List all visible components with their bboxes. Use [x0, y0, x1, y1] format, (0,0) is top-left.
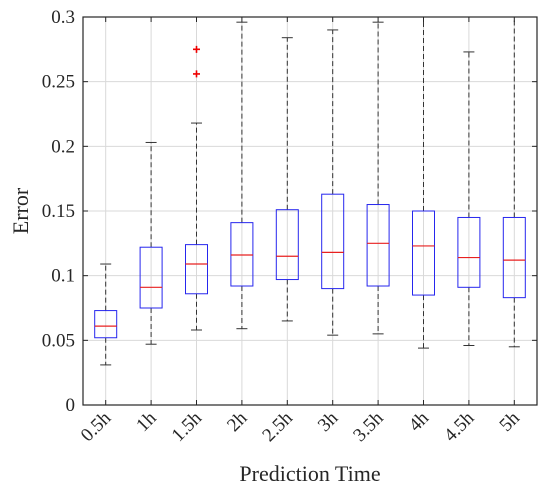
box-iqr [502, 216, 526, 299]
x-tick-label: 4.5h [440, 407, 479, 446]
y-tick-label: 0.1 [51, 266, 75, 287]
box-2.5h [275, 37, 299, 322]
box-iqr [412, 210, 435, 296]
box-iqr [185, 244, 208, 295]
x-tick-label: 2h [223, 407, 252, 436]
x-tick-label: 1h [132, 407, 161, 436]
box-3h [321, 29, 345, 336]
x-tick-label: 5h [496, 407, 525, 436]
y-tick-label: 0.05 [42, 330, 75, 351]
box-iqr [230, 222, 254, 287]
x-tick-label: 3.5h [349, 407, 388, 446]
y-tick-label: 0 [66, 395, 76, 416]
box-iqr [321, 193, 345, 290]
outlier-marker [193, 45, 200, 53]
box-iqr [94, 310, 118, 339]
box-iqr [366, 204, 390, 287]
x-tick-label: 4h [405, 407, 434, 436]
box-1h [139, 141, 163, 345]
x-tick-label: 1.5h [168, 407, 207, 446]
axis-ticks: 0 0.05 0.1 0.15 0.2 0.25 0.3 0.5h 1h 1.5h 2h 2.5h 3h… [42, 7, 537, 446]
box-3.5h [366, 21, 390, 335]
box-iqr [275, 209, 299, 281]
x-axis-title: Prediction Time [239, 461, 380, 486]
y-tick-label: 0.15 [42, 201, 75, 222]
box-4.5h [457, 51, 481, 347]
x-tick-label: 3h [314, 407, 343, 436]
box-2h [230, 21, 254, 330]
box-5h [502, 16, 526, 348]
y-tick-label: 0.2 [51, 136, 75, 157]
y-tick-label: 0.25 [42, 72, 75, 93]
box-iqr [139, 246, 163, 309]
outlier-marker [193, 70, 200, 78]
box-4h [412, 16, 435, 349]
x-tick-label: 2.5h [258, 407, 297, 446]
box-0.5h [94, 263, 118, 366]
box-1.5h [185, 45, 208, 331]
x-tick-label: 0.5h [77, 407, 116, 446]
y-axis-title: Error [8, 187, 33, 234]
y-tick-label: 0.3 [51, 7, 75, 28]
box-plots [94, 16, 526, 366]
box-iqr [457, 216, 481, 288]
